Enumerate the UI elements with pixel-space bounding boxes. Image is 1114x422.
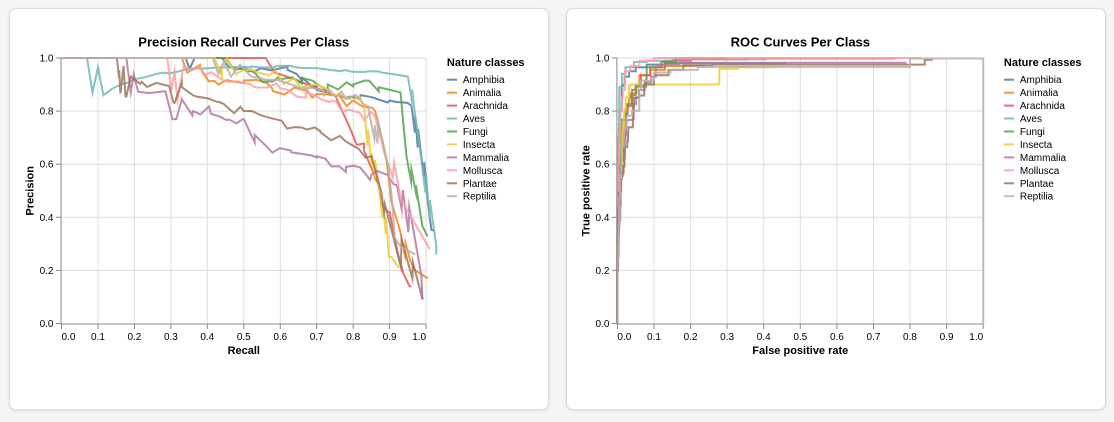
svg-text:0.0: 0.0 xyxy=(617,332,631,343)
svg-text:Reptilia: Reptilia xyxy=(1020,192,1054,203)
svg-text:0.0: 0.0 xyxy=(40,319,54,330)
svg-text:1.0: 1.0 xyxy=(412,332,426,343)
svg-text:0.3: 0.3 xyxy=(164,332,178,343)
svg-text:Recall: Recall xyxy=(228,345,260,357)
svg-text:Insecta: Insecta xyxy=(1020,140,1053,151)
svg-text:Arachnida: Arachnida xyxy=(1020,101,1065,112)
svg-text:Mammalia: Mammalia xyxy=(1020,153,1067,164)
svg-text:Precision: Precision xyxy=(25,166,37,216)
svg-text:0.8: 0.8 xyxy=(903,332,917,343)
svg-text:0.0: 0.0 xyxy=(595,319,609,330)
svg-text:0.9: 0.9 xyxy=(940,332,954,343)
svg-text:ROC Curves Per Class: ROC Curves Per Class xyxy=(731,34,870,49)
svg-text:0.7: 0.7 xyxy=(310,332,324,343)
svg-text:False positive rate: False positive rate xyxy=(752,345,848,357)
svg-text:Precision Recall Curves Per Cl: Precision Recall Curves Per Class xyxy=(138,34,349,49)
svg-text:0.5: 0.5 xyxy=(237,332,251,343)
svg-text:0.7: 0.7 xyxy=(867,332,881,343)
svg-text:Plantae: Plantae xyxy=(463,179,497,190)
svg-text:Arachnida: Arachnida xyxy=(463,101,508,112)
svg-text:0.9: 0.9 xyxy=(383,332,397,343)
svg-text:Mollusca: Mollusca xyxy=(463,166,503,177)
svg-text:0.1: 0.1 xyxy=(91,332,105,343)
svg-text:1.0: 1.0 xyxy=(595,54,609,65)
svg-text:0.2: 0.2 xyxy=(40,266,54,277)
svg-text:Mammalia: Mammalia xyxy=(463,153,510,164)
svg-text:0.6: 0.6 xyxy=(273,332,287,343)
svg-text:1.0: 1.0 xyxy=(40,54,54,65)
svg-text:Reptilia: Reptilia xyxy=(463,192,497,203)
svg-text:0.2: 0.2 xyxy=(595,266,609,277)
svg-text:0.4: 0.4 xyxy=(757,332,771,343)
svg-text:0.6: 0.6 xyxy=(40,160,54,171)
svg-text:0.8: 0.8 xyxy=(595,107,609,118)
svg-text:Fungi: Fungi xyxy=(463,127,488,138)
svg-text:0.8: 0.8 xyxy=(346,332,360,343)
svg-text:0.1: 0.1 xyxy=(647,332,661,343)
svg-text:0.4: 0.4 xyxy=(200,332,214,343)
svg-text:0.6: 0.6 xyxy=(595,160,609,171)
svg-text:Nature classes: Nature classes xyxy=(1004,57,1082,69)
svg-text:0.0: 0.0 xyxy=(62,332,76,343)
svg-text:Animalia: Animalia xyxy=(1020,88,1059,99)
svg-text:Mollusca: Mollusca xyxy=(1020,166,1060,177)
svg-text:Plantae: Plantae xyxy=(1020,179,1054,190)
svg-text:0.2: 0.2 xyxy=(684,332,698,343)
svg-text:0.8: 0.8 xyxy=(40,107,54,118)
svg-text:Insecta: Insecta xyxy=(463,140,496,151)
svg-text:0.6: 0.6 xyxy=(830,332,844,343)
svg-text:Aves: Aves xyxy=(463,114,485,125)
svg-text:1.0: 1.0 xyxy=(969,332,983,343)
svg-text:0.4: 0.4 xyxy=(40,213,54,224)
svg-text:Amphibia: Amphibia xyxy=(1020,75,1062,86)
svg-text:0.2: 0.2 xyxy=(127,332,141,343)
svg-text:Animalia: Animalia xyxy=(463,88,502,99)
svg-text:True positive rate: True positive rate xyxy=(580,145,592,236)
svg-text:Fungi: Fungi xyxy=(1020,127,1045,138)
svg-text:Aves: Aves xyxy=(1020,114,1042,125)
svg-text:Nature classes: Nature classes xyxy=(447,57,525,69)
svg-text:Amphibia: Amphibia xyxy=(463,75,505,86)
svg-text:0.5: 0.5 xyxy=(793,332,807,343)
svg-text:0.3: 0.3 xyxy=(720,332,734,343)
svg-text:0.4: 0.4 xyxy=(595,213,609,224)
